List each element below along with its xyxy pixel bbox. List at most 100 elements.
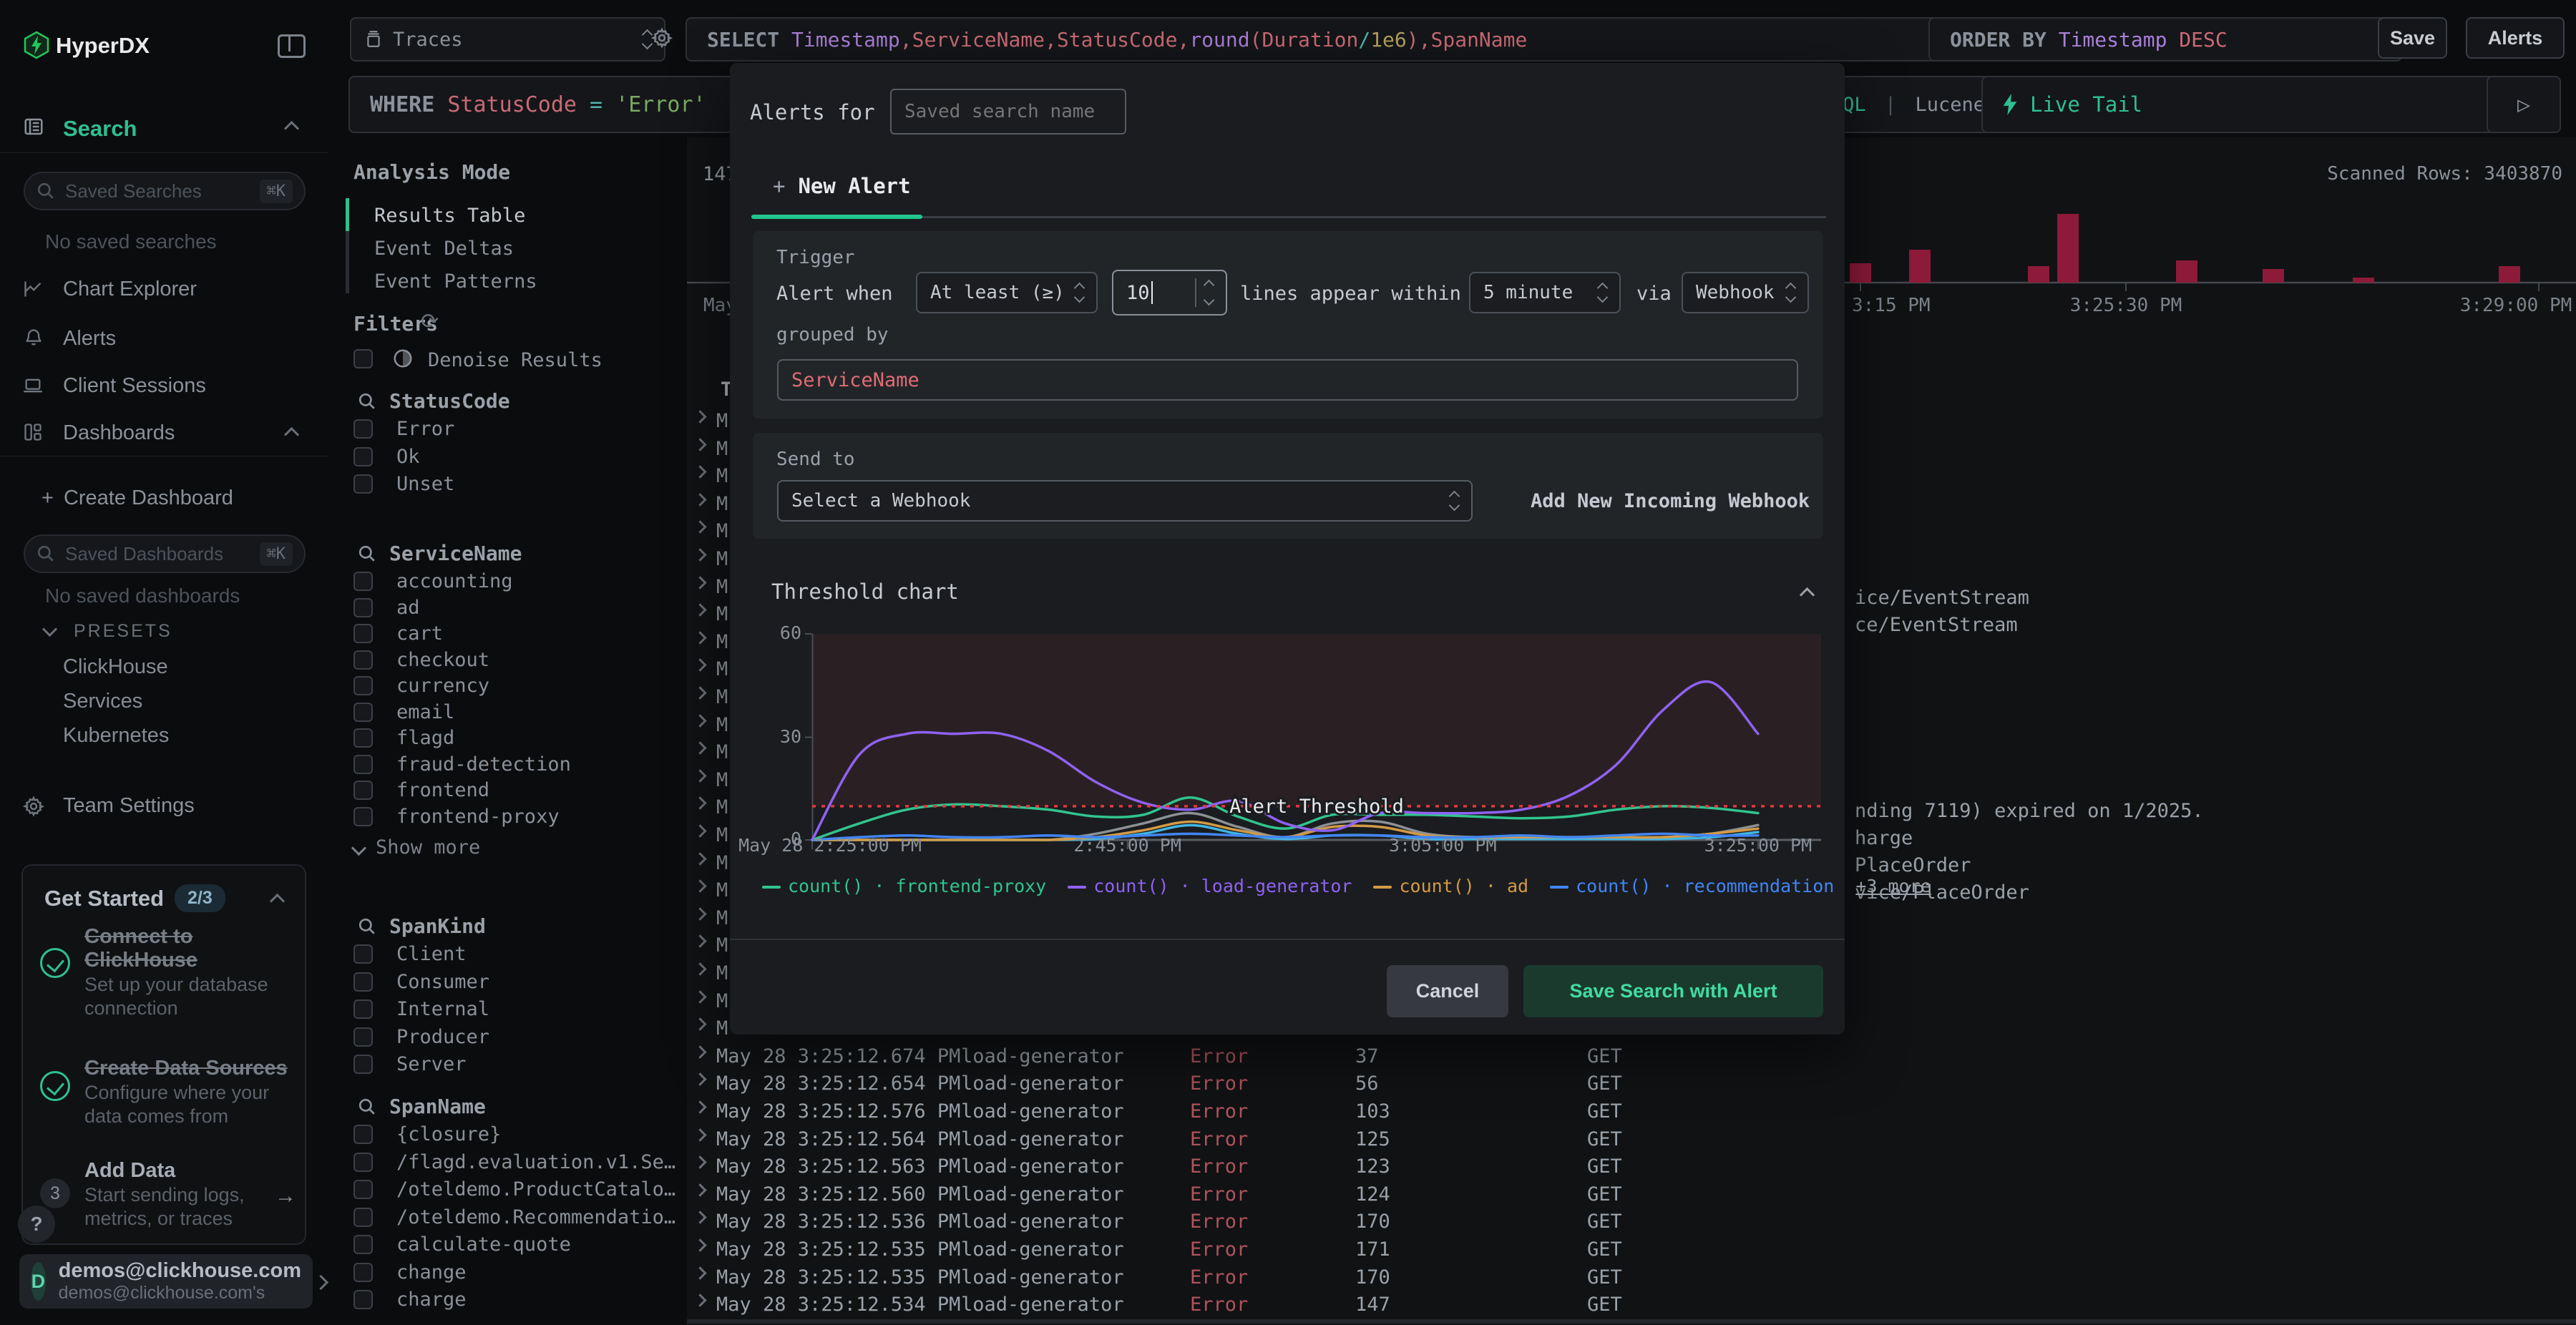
row-expand-chevron[interactable] bbox=[693, 1211, 707, 1225]
table-row[interactable]: May 28 3:25:12.536 PM load-generator Error… bbox=[687, 1211, 2576, 1238]
saved-dashboards-search[interactable]: ⌘K bbox=[24, 534, 306, 573]
row-expand-chevron[interactable] bbox=[693, 410, 707, 424]
table-row[interactable]: M bbox=[687, 410, 2576, 437]
table-row[interactable]: May 28 3:25:12.576 PM load-generator Error… bbox=[687, 1100, 2576, 1128]
row-expand-chevron[interactable] bbox=[693, 713, 707, 728]
table-row[interactable]: May 28 3:25:12.560 PM load-generator Error… bbox=[687, 1183, 2576, 1211]
row-expand-chevron[interactable] bbox=[693, 796, 707, 811]
filter-option[interactable]: Unset bbox=[396, 473, 455, 495]
table-row[interactable]: M bbox=[687, 520, 2576, 547]
source-select[interactable]: Traces bbox=[350, 17, 665, 62]
filter-checkbox[interactable] bbox=[353, 754, 373, 774]
denoise-checkbox[interactable] bbox=[353, 349, 373, 368]
row-expand-chevron[interactable] bbox=[693, 548, 707, 562]
table-row[interactable]: M bbox=[687, 438, 2576, 465]
filter-option[interactable]: cart bbox=[396, 622, 444, 645]
filter-checkbox[interactable] bbox=[353, 419, 373, 439]
row-expand-chevron[interactable] bbox=[693, 879, 707, 893]
table-row[interactable]: M bbox=[687, 603, 2576, 630]
get-started-item-title[interactable]: ClickHouse bbox=[84, 949, 197, 972]
filter-checkbox[interactable] bbox=[353, 728, 373, 748]
filter-checkbox[interactable] bbox=[353, 1207, 373, 1227]
row-expand-chevron[interactable] bbox=[693, 1017, 707, 1031]
filter-option[interactable]: Client bbox=[396, 943, 467, 965]
webhook-select[interactable]: Select a Webhook bbox=[777, 480, 1473, 522]
table-row[interactable]: M bbox=[687, 548, 2576, 575]
filter-checkbox[interactable] bbox=[353, 1125, 373, 1144]
filter-option[interactable]: ad bbox=[396, 596, 420, 619]
channel-select[interactable]: Webhook bbox=[1682, 272, 1809, 313]
row-expand-chevron[interactable] bbox=[693, 1155, 707, 1169]
help-button[interactable]: ? bbox=[18, 1206, 55, 1243]
filter-option[interactable]: change bbox=[396, 1261, 467, 1284]
table-row[interactable]: M bbox=[687, 824, 2576, 851]
filter-option[interactable]: charge bbox=[396, 1289, 467, 1311]
filter-option[interactable]: Error bbox=[396, 418, 455, 440]
row-expand-chevron[interactable] bbox=[693, 1072, 707, 1087]
row-expand-chevron[interactable] bbox=[693, 1266, 707, 1280]
filter-checkbox[interactable] bbox=[353, 572, 373, 591]
gear-icon[interactable] bbox=[650, 27, 673, 49]
filter-checkbox[interactable] bbox=[353, 1055, 373, 1074]
play-button[interactable]: ▷ bbox=[2487, 76, 2561, 133]
row-expand-chevron[interactable] bbox=[693, 631, 707, 645]
filter-option[interactable]: fraud-detection bbox=[396, 753, 571, 776]
get-started-item-title[interactable]: Connect to bbox=[84, 925, 193, 948]
filter-checkbox[interactable] bbox=[353, 781, 373, 800]
sidebar-item-search[interactable]: Search bbox=[63, 116, 137, 141]
preset-kubernetes[interactable]: Kubernetes bbox=[63, 724, 170, 747]
table-row[interactable]: May 28 3:25:12.654 PM load-generator Error… bbox=[687, 1072, 2576, 1100]
time-window-select[interactable]: 5 minute bbox=[1469, 272, 1621, 313]
filter-option[interactable]: /oteldemo.Recommendatio… bbox=[396, 1206, 676, 1228]
horizontal-scrollbar[interactable] bbox=[687, 1319, 2576, 1324]
chart-collapse-chevron[interactable] bbox=[1799, 587, 1815, 603]
user-chevron[interactable] bbox=[313, 1274, 329, 1291]
filter-option[interactable]: {closure} bbox=[396, 1123, 502, 1145]
filter-checkbox[interactable] bbox=[353, 446, 373, 466]
filter-checkbox[interactable] bbox=[353, 1290, 373, 1309]
row-expand-chevron[interactable] bbox=[693, 1238, 707, 1252]
filter-checkbox[interactable] bbox=[353, 999, 373, 1019]
saved-searches-search[interactable]: ⌘K bbox=[24, 172, 306, 210]
sql-query-input[interactable]: SELECT Timestamp,ServiceName,StatusCode,… bbox=[686, 17, 1945, 62]
show-more-toggle[interactable]: Show more bbox=[351, 836, 480, 859]
table-row[interactable]: M bbox=[687, 879, 2576, 906]
refresh-icon[interactable]: ⟳ bbox=[421, 309, 439, 334]
row-expand-chevron[interactable] bbox=[693, 686, 707, 700]
filter-checkbox[interactable] bbox=[353, 1262, 373, 1282]
sidebar-item-alerts[interactable]: Alerts bbox=[63, 327, 117, 350]
row-expand-chevron[interactable] bbox=[693, 851, 707, 866]
legend-entry[interactable]: count() · recommendation bbox=[1550, 876, 1834, 896]
get-started-collapse-chevron[interactable] bbox=[269, 893, 286, 909]
user-account[interactable]: D demos@clickhouse.com demos@clickhouse.… bbox=[19, 1254, 313, 1309]
number-stepper[interactable] bbox=[1195, 278, 1215, 307]
save-button[interactable]: Save bbox=[2378, 17, 2447, 59]
preset-services[interactable]: Services bbox=[63, 690, 143, 713]
filter-option[interactable]: email bbox=[396, 700, 455, 723]
filter-checkbox[interactable] bbox=[353, 944, 373, 964]
table-row[interactable]: May 28 3:25:12.535 PM load-generator Error… bbox=[687, 1238, 2576, 1266]
row-expand-chevron[interactable] bbox=[693, 1128, 707, 1142]
legend-entry[interactable]: count() · load-generator bbox=[1068, 876, 1352, 896]
table-row[interactable]: M bbox=[687, 658, 2576, 685]
filter-checkbox[interactable] bbox=[353, 650, 373, 670]
table-row[interactable]: May 28 3:25:12.674 PM load-generator Error… bbox=[687, 1045, 2576, 1072]
filter-option[interactable]: accounting bbox=[396, 570, 513, 592]
presets-chevron[interactable] bbox=[42, 621, 58, 637]
table-row[interactable]: May 28 3:25:12.564 PM load-generator Error… bbox=[687, 1128, 2576, 1155]
table-row[interactable]: M bbox=[687, 1017, 2576, 1045]
row-expand-chevron[interactable] bbox=[693, 1183, 707, 1197]
saved-searches-input[interactable] bbox=[64, 179, 231, 203]
filter-option[interactable]: /flagd.evaluation.v1.Se… bbox=[396, 1150, 676, 1173]
legend-entry[interactable]: count() · ad bbox=[1373, 876, 1528, 896]
row-expand-chevron[interactable] bbox=[693, 1294, 707, 1307]
filter-option[interactable]: Producer bbox=[396, 1025, 490, 1048]
add-webhook-button[interactable]: Add New Incoming Webhook bbox=[1531, 490, 1810, 512]
denoise-label[interactable]: Denoise Results bbox=[428, 349, 602, 371]
cancel-button[interactable]: Cancel bbox=[1387, 965, 1508, 1017]
filter-checkbox[interactable] bbox=[353, 972, 373, 992]
legend-more[interactable]: +3 more bbox=[1855, 876, 1931, 896]
table-row[interactable]: May 28 3:25:12.563 PM load-generator Error… bbox=[687, 1155, 2576, 1183]
analysis-mode-event-deltas[interactable]: Event Deltas bbox=[374, 238, 514, 260]
sidebar-item-team-settings[interactable]: Team Settings bbox=[63, 794, 195, 817]
